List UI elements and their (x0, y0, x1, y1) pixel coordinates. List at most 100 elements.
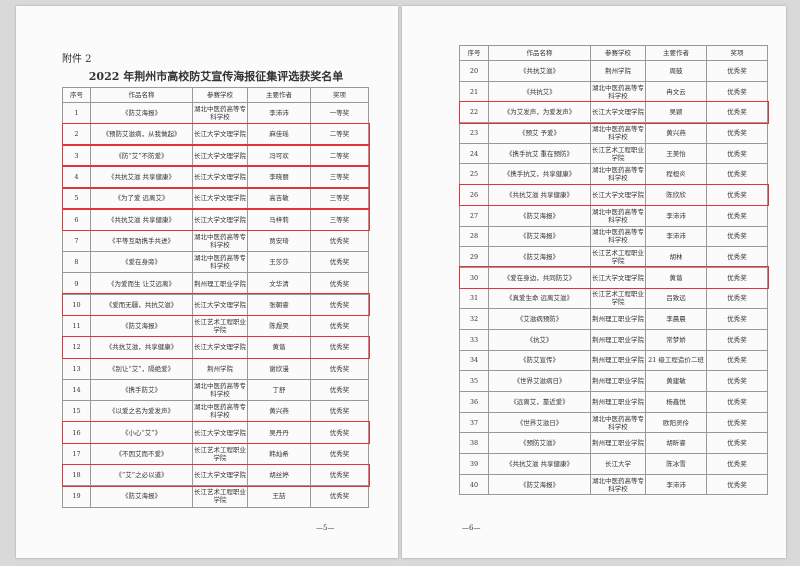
cell-school: 长江大学文理学院 (192, 421, 248, 444)
cell-number: 11 (62, 314, 91, 338)
cell-author: 王美怡 (645, 142, 707, 165)
cell-title: 《携手抗艾，共享健康》 (488, 163, 591, 186)
cell-number: 6 (62, 208, 91, 231)
table-row: 11 《防艾海报》 长江艺术工程职业学院 陈煜昊 优秀奖 (62, 314, 369, 338)
cell-award: 优秀奖 (706, 370, 768, 392)
cell-author: 冯可欢 (247, 144, 311, 167)
table-row: 6 《共抗艾滋 共享健康》 长江大学文理学院 马梓莉 三等奖 (62, 208, 369, 231)
cell-school: 荆州理工职业学院 (590, 328, 646, 351)
cell-author: 周鼓 (645, 60, 707, 82)
cell-title: 《爱在身边，共同防艾》 (488, 266, 591, 289)
cell-school: 长江大学 (590, 453, 646, 475)
cell-author: 胡林 (645, 246, 707, 268)
table-row: 24 《携手抗艾 重在预防》 长江艺术工程职业学院 王美怡 优秀奖 (459, 142, 768, 165)
cell-award: 优秀奖 (706, 184, 768, 206)
cell-author: 文华清 (247, 272, 311, 295)
page-number: —5— (316, 524, 335, 532)
table-row: 37 《世界艾滋日》 湖北中医药高等专科学校 欧阳灵伶 优秀奖 (459, 411, 768, 434)
cell-number: 34 (459, 349, 489, 372)
cell-school: 长江大学文理学院 (192, 123, 248, 146)
cell-award: 优秀奖 (706, 225, 768, 248)
cell-author: 丁舒 (247, 378, 311, 402)
table-row: 5 《为了爱 远离艾》 长江大学文理学院 高吉敏 三等奖 (62, 187, 369, 210)
cell-award: 优秀奖 (706, 246, 768, 268)
table-row: 25 《携手抗艾，共享健康》 湖北中医药高等专科学校 程桓炎 优秀奖 (459, 163, 768, 186)
cell-author: 常梦娇 (645, 328, 707, 351)
cell-award: 二等奖 (310, 144, 369, 167)
cell-title: 《真爱生命 远离艾滋》 (488, 287, 591, 310)
cell-award: 优秀奖 (310, 378, 369, 402)
cell-school: 荆州理工职业学院 (590, 391, 646, 413)
col-school: 参赛学校 (590, 45, 646, 61)
cell-school: 长江艺术工程职业学院 (590, 287, 646, 310)
table-row: 8 《爱在身旁》 湖北中医药高等专科学校 王莎莎 优秀奖 (62, 251, 369, 274)
cell-school: 荆州理工职业学院 (590, 349, 646, 372)
cell-school: 湖北中医药高等专科学校 (590, 225, 646, 248)
cell-number: 2 (62, 123, 91, 146)
cell-school: 荆州学院 (590, 60, 646, 82)
cell-school: 荆州理工职业学院 (590, 308, 646, 330)
cell-award: 三等奖 (310, 165, 369, 189)
table-row: 30 《爱在身边，共同防艾》 长江大学文理学院 黄谐 优秀奖 (459, 266, 768, 289)
document-title: 2022 年荆州市高校防艾宣传海报征集评选获奖名单 (88, 70, 344, 83)
cell-author: 吴颖 (645, 101, 707, 124)
cell-number: 12 (62, 336, 91, 359)
table-row: 16 《小心“艾”》 长江大学文理学院 吴丹丹 优秀奖 (62, 421, 369, 444)
cell-award: 优秀奖 (310, 251, 369, 274)
table-row: 39 《共抗艾滋 共享健康》 长江大学 陈冰雪 优秀奖 (459, 453, 768, 475)
cell-school: 长江大学文理学院 (192, 187, 248, 210)
cell-school: 湖北中医药高等专科学校 (590, 204, 646, 227)
cell-number: 30 (459, 266, 489, 289)
cell-school: 湖北中医药高等专科学校 (192, 378, 248, 402)
cell-award: 优秀奖 (706, 328, 768, 351)
cell-author: 高吉敏 (247, 187, 311, 210)
cell-author: 王喆 (247, 485, 311, 508)
cell-school: 长江大学文理学院 (192, 293, 248, 316)
cell-author: 陈煜昊 (247, 314, 311, 338)
col-author: 主要作者 (645, 45, 707, 61)
cell-author: 吕致远 (645, 287, 707, 310)
cell-school: 湖北中医药高等专科学校 (192, 251, 248, 274)
cell-award: 优秀奖 (310, 357, 369, 380)
cell-school: 湖北中医药高等专科学校 (192, 400, 248, 423)
cell-award: 三等奖 (310, 208, 369, 231)
cell-title: 《“艾”之必以道》 (90, 464, 193, 487)
cell-award: 优秀奖 (706, 204, 768, 227)
cell-title: 《防艾海报》 (90, 314, 193, 338)
cell-title: 《共抗艾滋 共享健康》 (90, 165, 193, 189)
cell-number: 10 (62, 293, 91, 316)
cell-number: 15 (62, 400, 91, 423)
cell-number: 7 (62, 229, 91, 253)
col-title: 作品名称 (90, 87, 193, 103)
cell-title: 《为了爱 远离艾》 (90, 187, 193, 210)
cell-number: 18 (62, 464, 91, 487)
cell-title: 《共抗艾滋 共享健康》 (90, 208, 193, 231)
cell-title: 《防“艾”不防爱》 (90, 144, 193, 167)
table-row: 4 《共抗艾滋 共享健康》 长江大学文理学院 李晓丽 三等奖 (62, 165, 369, 189)
cell-author: 21 级工程造价二班 (645, 349, 707, 372)
cell-school: 长江大学文理学院 (192, 208, 248, 231)
cell-number: 39 (459, 453, 489, 475)
table-header: 序号 作品名称 参赛学校 主要作者 奖项 (459, 45, 768, 61)
cell-award: 优秀奖 (706, 163, 768, 186)
table-row: 15 《以爱之名为爱发声》 湖北中医药高等专科学校 黄兴燕 优秀奖 (62, 400, 369, 423)
cell-author: 黄谐 (645, 266, 707, 289)
cell-school: 长江艺术工程职业学院 (590, 142, 646, 165)
cell-title: 《防艾海报》 (488, 246, 591, 268)
cell-award: 优秀奖 (706, 411, 768, 434)
cell-number: 36 (459, 391, 489, 413)
cell-title: 《防艾海报》 (90, 101, 193, 125)
col-number: 序号 (459, 45, 489, 61)
cell-number: 13 (62, 357, 91, 380)
cell-title: 《平等互助携手共进》 (90, 229, 193, 253)
cell-school: 长江大学文理学院 (590, 266, 646, 289)
table-row: 28 《防艾海报》 湖北中医药高等专科学校 李沛沛 优秀奖 (459, 225, 768, 248)
cell-award: 优秀奖 (706, 308, 768, 330)
col-number: 序号 (62, 87, 91, 103)
col-award: 奖项 (706, 45, 768, 61)
cell-school: 湖北中医药高等专科学校 (590, 122, 646, 144)
cell-author: 李晓丽 (247, 165, 311, 189)
cell-number: 19 (62, 485, 91, 508)
cell-author: 陈冰雪 (645, 453, 707, 475)
cell-title: 《预艾 予爱》 (488, 122, 591, 144)
